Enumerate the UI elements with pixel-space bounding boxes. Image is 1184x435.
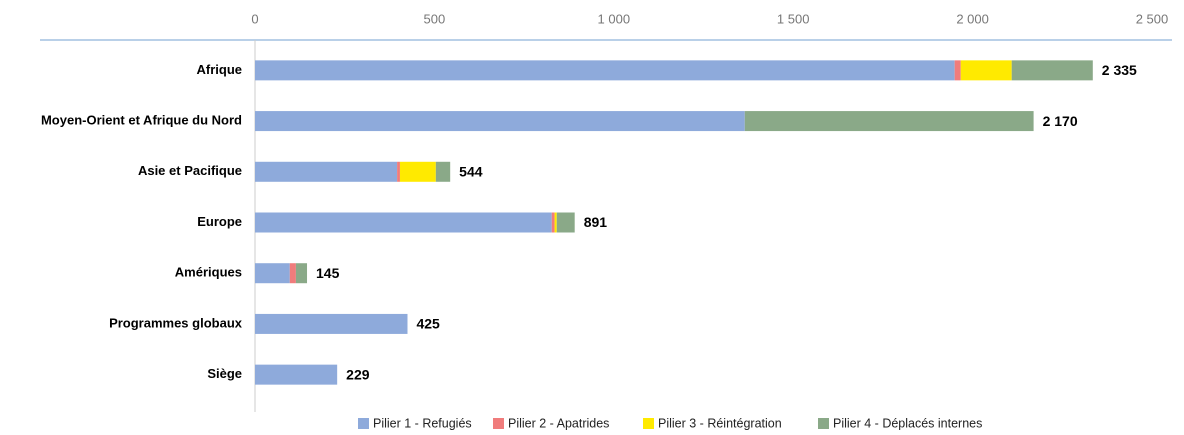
- total-label: 891: [584, 214, 608, 230]
- total-label: 145: [316, 265, 340, 281]
- total-label: 425: [416, 316, 440, 332]
- bar-segment: [289, 263, 296, 284]
- x-tick-label: 2 500: [1136, 11, 1169, 26]
- bar-segment: [255, 60, 955, 81]
- bar-segment: [397, 161, 400, 182]
- bar-segment: [954, 60, 961, 81]
- legend-label: Pilier 4 - Déplacés internes: [833, 416, 982, 430]
- category-label: Asie et Pacifique: [138, 163, 242, 178]
- bar-segment: [1011, 60, 1093, 81]
- bar-segment: [435, 161, 451, 182]
- total-label: 229: [346, 366, 370, 382]
- category-label: Siège: [207, 366, 242, 381]
- bar-segment: [556, 212, 575, 233]
- category-label: Europe: [197, 214, 242, 229]
- x-tick-label: 1 500: [777, 11, 810, 26]
- x-tick-label: 500: [424, 11, 446, 26]
- bar-segment: [255, 313, 408, 334]
- bar-segment: [554, 212, 557, 233]
- category-label: Moyen-Orient et Afrique du Nord: [41, 113, 242, 128]
- legend-swatch: [493, 418, 504, 429]
- total-label: 2 335: [1102, 62, 1137, 78]
- bar-segment: [255, 212, 552, 233]
- legend-swatch: [818, 418, 829, 429]
- category-label: Amériques: [175, 265, 242, 280]
- x-tick-label: 1 000: [598, 11, 631, 26]
- bar-segment: [255, 263, 290, 284]
- bar-segment: [960, 60, 1012, 81]
- legend-label: Pilier 3 - Réintégration: [658, 416, 782, 430]
- bar-segment: [255, 364, 338, 385]
- bar-segment: [551, 212, 555, 233]
- bar-segment: [744, 111, 1034, 132]
- bar-segment: [255, 161, 398, 182]
- bar-segment: [255, 111, 745, 132]
- category-label: Afrique: [197, 62, 243, 77]
- x-tick-label: 2 000: [956, 11, 989, 26]
- x-tick-label: 0: [251, 11, 258, 26]
- legend-label: Pilier 1 - Refugiés: [373, 416, 472, 430]
- bar-segment: [295, 263, 308, 284]
- legend-swatch: [358, 418, 369, 429]
- total-label: 2 170: [1043, 113, 1078, 129]
- category-label: Programmes globaux: [109, 315, 243, 330]
- legend-label: Pilier 2 - Apatrides: [508, 416, 609, 430]
- bar-segment: [399, 161, 436, 182]
- legend-swatch: [643, 418, 654, 429]
- total-label: 544: [459, 163, 483, 179]
